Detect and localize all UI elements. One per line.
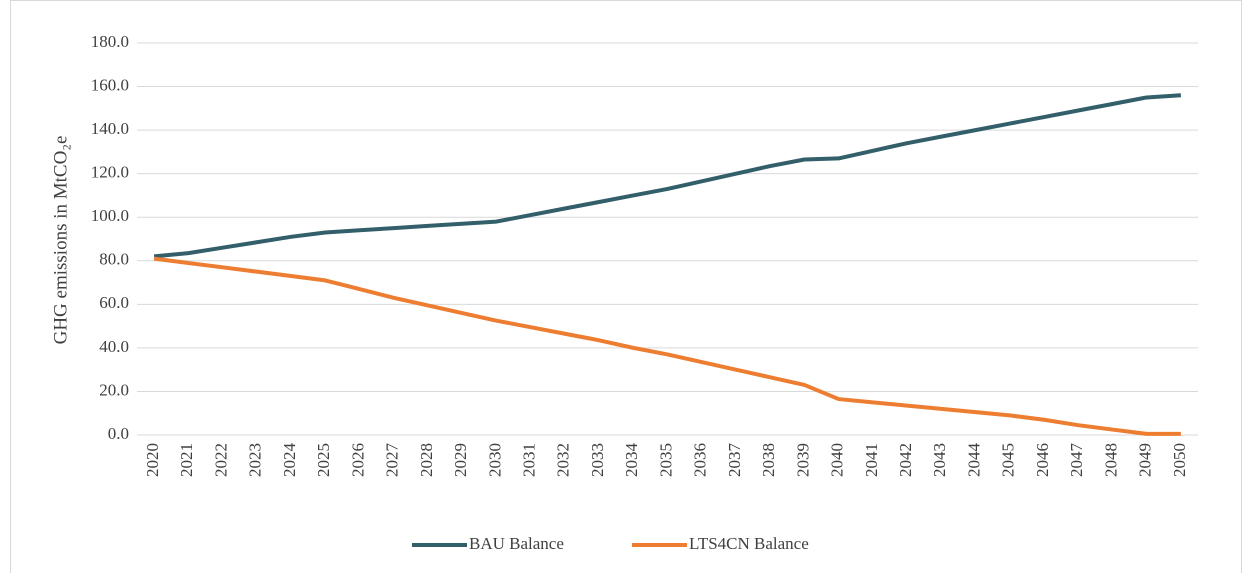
x-tick-label: 2025 bbox=[314, 443, 333, 477]
x-tick-label: 2026 bbox=[348, 443, 367, 477]
x-tick-label: 2029 bbox=[451, 443, 470, 477]
x-tick-label: 2023 bbox=[246, 443, 265, 477]
x-tick-label: 2039 bbox=[793, 443, 812, 477]
x-tick-label: 2048 bbox=[1101, 443, 1120, 477]
legend-label: BAU Balance bbox=[469, 534, 564, 553]
legend-label: LTS4CN Balance bbox=[689, 534, 809, 553]
x-tick-label: 2030 bbox=[485, 443, 504, 477]
y-tick-label: 20.0 bbox=[99, 380, 129, 399]
y-tick-label: 80.0 bbox=[99, 250, 129, 269]
x-tick-label: 2037 bbox=[725, 443, 744, 478]
x-tick-label: 2044 bbox=[964, 443, 983, 478]
x-tick-label: 2022 bbox=[211, 443, 230, 477]
y-tick-label: 0.0 bbox=[108, 424, 129, 443]
x-tick-label: 2020 bbox=[143, 443, 162, 477]
y-tick-label: 60.0 bbox=[99, 293, 129, 312]
x-tick-label: 2045 bbox=[999, 443, 1018, 477]
x-tick-label: 2038 bbox=[759, 443, 778, 477]
x-tick-label: 2043 bbox=[930, 443, 949, 477]
y-tick-label: 160.0 bbox=[91, 75, 129, 94]
series-line bbox=[153, 256, 1181, 436]
y-tick-label: 120.0 bbox=[91, 163, 129, 182]
x-tick-label: 2031 bbox=[520, 443, 539, 477]
x-tick-label: 2028 bbox=[417, 443, 436, 477]
x-tick-label: 2036 bbox=[691, 443, 710, 477]
x-tick-label: 2047 bbox=[1067, 443, 1086, 478]
y-tick-label: 180.0 bbox=[91, 32, 129, 51]
x-tick-label: 2024 bbox=[280, 443, 299, 478]
y-tick-label: 140.0 bbox=[91, 119, 129, 138]
x-tick-label: 2050 bbox=[1170, 443, 1189, 477]
x-tick-label: 2035 bbox=[656, 443, 675, 477]
x-tick-label: 2027 bbox=[383, 443, 402, 478]
y-axis-label: GHG emissions in MtCO₂e bbox=[50, 136, 71, 345]
y-tick-label: 40.0 bbox=[99, 337, 129, 356]
x-tick-label: 2034 bbox=[622, 443, 641, 478]
y-tick-label: 100.0 bbox=[91, 206, 129, 225]
x-tick-label: 2040 bbox=[828, 443, 847, 477]
series-line bbox=[153, 93, 1182, 259]
x-tick-label: 2033 bbox=[588, 443, 607, 477]
chart-frame bbox=[10, 0, 1242, 573]
x-tick-label: 2049 bbox=[1136, 443, 1155, 477]
x-tick-label: 2032 bbox=[554, 443, 573, 477]
x-tick-label: 2041 bbox=[862, 443, 881, 477]
x-tick-label: 2046 bbox=[1033, 443, 1052, 477]
x-tick-label: 2042 bbox=[896, 443, 915, 477]
x-tick-label: 2021 bbox=[177, 443, 196, 477]
